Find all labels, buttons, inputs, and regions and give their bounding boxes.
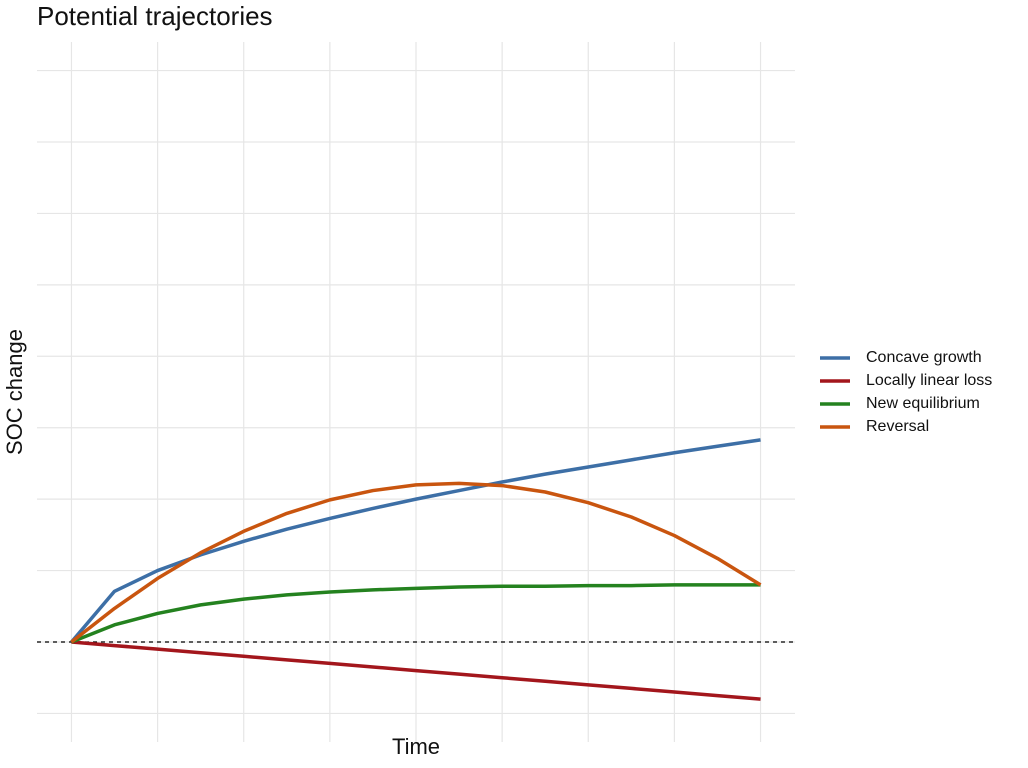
- legend-label: Locally linear loss: [866, 372, 992, 389]
- y-axis-label: SOC change: [2, 329, 27, 455]
- series-line: [70, 583, 761, 644]
- legend-label: New equilibrium: [866, 395, 980, 412]
- series-line: [71, 640, 761, 701]
- legend-label: Concave growth: [866, 349, 982, 366]
- legend-label: Reversal: [866, 418, 929, 435]
- chart-title: Potential trajectories: [37, 1, 273, 31]
- series-line: [70, 481, 762, 644]
